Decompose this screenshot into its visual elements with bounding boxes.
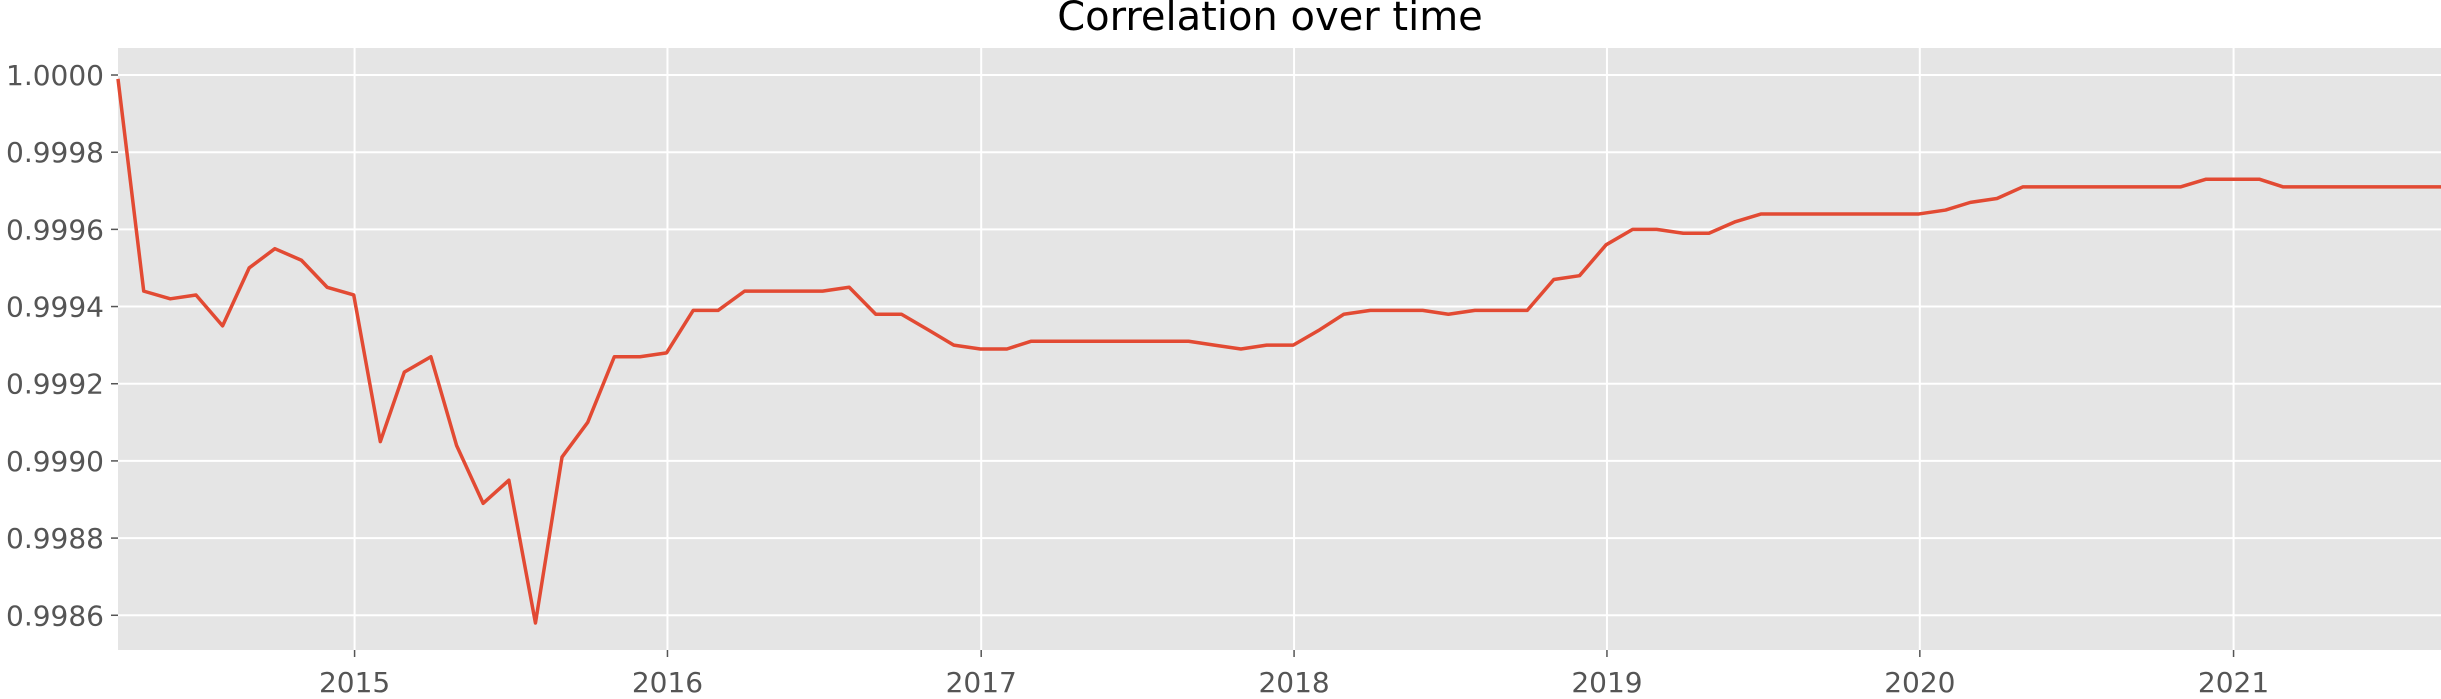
plot-area	[118, 48, 2441, 650]
y-tick-label: 0.9986	[6, 599, 104, 632]
grid-lines	[118, 48, 2441, 650]
y-tick-label: 0.9988	[6, 522, 104, 555]
x-tick-label: 2021	[2198, 666, 2269, 699]
series-lines	[116, 78, 2441, 625]
x-axis-ticks: 2015 2016 2017 2018 2019 2020 2021	[319, 650, 2269, 699]
y-tick-label: 0.9990	[6, 445, 104, 478]
y-tick-label: 1.0000	[6, 59, 104, 92]
y-tick-label: 0.9998	[6, 136, 104, 169]
y-tick-label: 0.9996	[6, 213, 104, 246]
y-axis-ticks: 0.9986 0.9988 0.9990 0.9992 0.9994 0.9996 0.99…	[6, 59, 118, 632]
x-tick-label: 2015	[319, 666, 390, 699]
series-line	[116, 78, 2441, 625]
chart-title: Correlation over time	[1057, 0, 1483, 40]
x-tick-label: 2016	[632, 666, 703, 699]
y-tick-label: 0.9994	[6, 291, 104, 324]
x-tick-label: 2019	[1571, 666, 1642, 699]
x-tick-label: 2017	[946, 666, 1017, 699]
x-tick-label: 2020	[1884, 666, 1955, 699]
x-tick-label: 2018	[1258, 666, 1329, 699]
y-tick-label: 0.9992	[6, 368, 104, 401]
